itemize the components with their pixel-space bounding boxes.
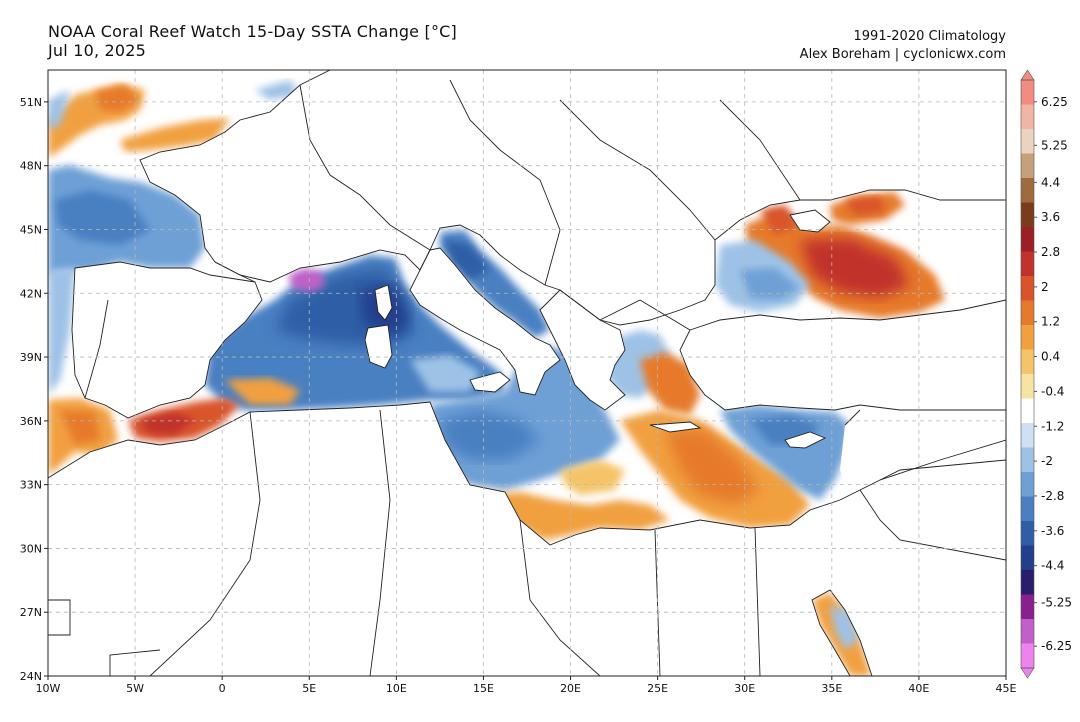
colorbar-swatch — [1021, 374, 1034, 399]
colorbar-label: 5.25 — [1041, 138, 1068, 152]
x-tick-label: 5E — [302, 682, 316, 695]
colorbar-swatch — [1021, 178, 1034, 203]
x-tick-label: 30E — [734, 682, 755, 695]
colorbar-label: 0.4 — [1041, 350, 1060, 364]
coastlines-and-borders — [48, 70, 1006, 676]
colorbar: 6.25 5.25 4.4 3.6 2.8 2 1.2 0.4 -0.4 -1.2 -2 -2.8 -3… — [1020, 69, 1072, 679]
colorbar-label: 6.25 — [1041, 95, 1068, 109]
y-tick-label: 42N — [20, 287, 42, 300]
y-tick-label: 48N — [20, 160, 42, 173]
y-tick-label: 51N — [20, 96, 42, 109]
colorbar-swatch — [1021, 619, 1034, 644]
land-mask — [48, 70, 1006, 676]
region-levantine-sea — [720, 405, 850, 500]
x-tick-label: 20E — [560, 682, 581, 695]
colorbar-swatch — [1021, 349, 1034, 375]
sst-anomaly-field — [48, 70, 1006, 676]
y-tick-label: 45N — [20, 223, 42, 236]
x-tick-label: 15E — [473, 682, 494, 695]
colorbar-extend-bottom — [1020, 667, 1035, 679]
map-frame — [47, 69, 1007, 677]
colorbar-swatch — [1021, 202, 1034, 228]
colorbar-swatch — [1021, 521, 1034, 546]
region-gulf-of-lion-spot — [288, 268, 325, 292]
credits: 1991-2020 Climatology Alex Boreham | cyc… — [800, 28, 1006, 64]
colorbar-label: -4.4 — [1041, 559, 1064, 573]
climatology-label: 1991-2020 Climatology — [853, 29, 1006, 44]
colorbar-swatch — [1021, 104, 1034, 130]
colorbar-outline — [1020, 79, 1035, 669]
x-tick-label: 5W — [126, 682, 144, 695]
colorbar-extend-top — [1020, 69, 1035, 81]
colorbar-swatch — [1021, 300, 1034, 326]
x-axis-ticks: 10W 5W 0 5E 10E 15E 20E 25E 30E 35E 40E 45E — [36, 676, 1017, 695]
colorbar-swatch — [1021, 80, 1034, 105]
x-tick-label: 40E — [908, 682, 929, 695]
colorbar-label: -2 — [1041, 454, 1053, 468]
colorbar-swatch — [1021, 129, 1034, 154]
y-tick-label: 30N — [20, 542, 42, 555]
title-line-1: NOAA Coral Reef Watch 15-Day SSTA Change… — [48, 22, 457, 41]
colorbar-swatch — [1021, 570, 1034, 595]
colorbar-label: -1.2 — [1041, 419, 1064, 433]
y-tick-label: 33N — [20, 479, 42, 492]
colorbar-swatch — [1021, 643, 1034, 669]
y-tick-label: 36N — [20, 415, 42, 428]
title-date: Jul 10, 2025 — [48, 41, 147, 60]
y-tick-label: 39N — [20, 351, 42, 364]
x-tick-label: 35E — [821, 682, 842, 695]
colorbar-swatch — [1021, 398, 1034, 424]
x-tick-label: 0 — [219, 682, 226, 695]
colorbar-label: -6.25 — [1041, 639, 1072, 653]
colorbar-label: -0.4 — [1041, 384, 1064, 398]
colorbar-label: -2.8 — [1041, 489, 1064, 503]
map-title: NOAA Coral Reef Watch 15-Day SSTA Change… — [48, 22, 457, 60]
colorbar-label: -3.6 — [1041, 524, 1064, 538]
colorbar-label: 2.8 — [1041, 245, 1060, 259]
colorbar-swatch — [1021, 496, 1034, 522]
y-tick-label: 24N — [20, 670, 42, 683]
colorbar-label: -5.25 — [1041, 596, 1072, 610]
colorbar-swatch — [1021, 472, 1034, 497]
colorbar-swatch — [1021, 545, 1034, 571]
colorbar-swatch — [1021, 227, 1034, 252]
region-libyan-coast — [485, 492, 670, 540]
colorbar-swatch — [1021, 325, 1034, 350]
x-tick-label: 10W — [36, 682, 61, 695]
lat-lon-grid — [48, 70, 1006, 676]
y-tick-label: 27N — [20, 606, 42, 619]
colorbar-swatch — [1021, 251, 1034, 277]
author-credit: Alex Boreham | cyclonicwx.com — [799, 47, 1006, 62]
colorbar-label: 1.2 — [1041, 315, 1060, 329]
y-axis-ticks: 24N 27N 30N 33N 36N 39N 42N 45N 48N 51N — [20, 96, 48, 683]
colorbar-swatch — [1021, 447, 1034, 473]
colorbar-swatch — [1021, 153, 1034, 179]
colorbar-label: 3.6 — [1041, 210, 1060, 224]
x-tick-label: 25E — [647, 682, 668, 695]
colorbar-label: 2 — [1041, 280, 1049, 294]
colorbar-swatch — [1021, 594, 1034, 620]
colorbar-label: 4.4 — [1041, 175, 1060, 189]
x-tick-label: 45E — [996, 682, 1017, 695]
colorbar-swatch — [1021, 423, 1034, 448]
colorbar-swatch — [1021, 276, 1034, 301]
x-tick-label: 10E — [386, 682, 407, 695]
